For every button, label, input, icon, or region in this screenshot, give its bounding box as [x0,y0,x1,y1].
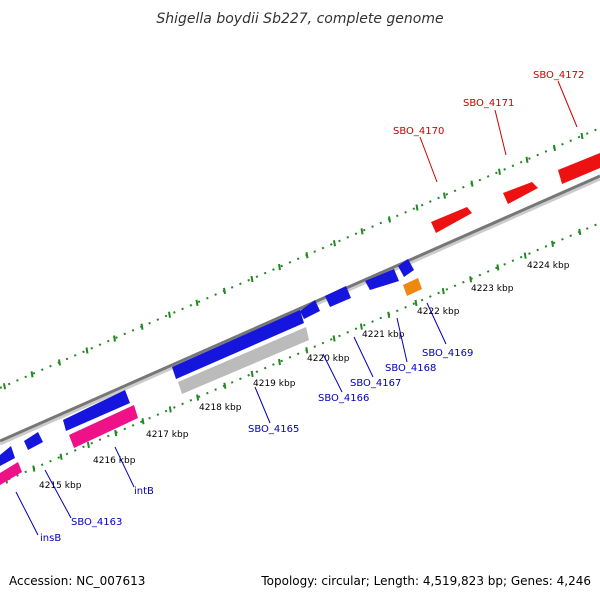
gene-sbo-4167[interactable] [325,286,351,307]
forward-major-tick-4 [113,335,116,342]
label-intb[interactable]: intB [134,486,154,497]
gene-sbo-4163-upper[interactable] [24,432,43,450]
reverse-major-tick-8 [223,382,227,389]
reverse-major-tick-14 [387,311,391,318]
label-insb[interactable]: insB [40,533,61,544]
forward-major-tick-0 [3,383,6,390]
forward-major-tick-17 [470,180,474,187]
reverse-major-tick-9 [250,370,254,378]
label-sbo-4171[interactable]: SBO_4171 [463,98,514,109]
genome-summary-text: Topology: circular; Length: 4,519,823 bp… [260,574,591,588]
forward-major-tick-11 [305,252,309,259]
forward-major-tick-5 [140,323,144,330]
map-title: Shigella boydii Sb227, complete genome [156,11,443,27]
forward-major-tick-19 [525,156,529,164]
backbone-line [0,174,600,443]
forward-major-tick-7 [195,299,199,307]
forward-major-ticks [3,132,584,390]
tick-label-4216: 4216 kbp [93,456,136,466]
gene-sbo-4166[interactable] [300,300,320,319]
label-sbo-4167[interactable]: SBO_4167 [350,378,401,389]
gene-sbo-4171[interactable] [503,182,538,204]
label-sbo-4170[interactable]: SBO_4170 [393,126,444,137]
label-sbo-4168[interactable]: SBO_4168 [385,363,436,374]
gene-insb-pink[interactable] [0,462,22,485]
tick-label-4215: 4215 kbp [39,481,82,491]
tick-label-4222: 4222 kbp [417,307,460,317]
forward-major-tick-16 [443,192,446,199]
gene-sbo-4169-blue[interactable] [398,259,414,277]
tick-label-4217: 4217 kbp [146,430,189,440]
reverse-major-tick-10 [278,358,281,366]
reverse-major-tick-7 [196,394,200,401]
forward-major-tick-20 [553,144,556,152]
tick-label-4221: 4221 kbp [362,330,405,340]
forward-major-tick-12 [333,240,336,247]
label-sbo-4165[interactable]: SBO_4165 [248,424,299,435]
reverse-dotted-ring [0,222,600,484]
reverse-major-tick-19 [523,252,527,259]
reverse-major-tick-2 [59,453,63,460]
tick-label-4218: 4218 kbp [199,403,242,413]
forward-dotted-ring [0,127,600,389]
forward-major-tick-10 [278,263,281,271]
reverse-major-tick-3 [86,441,90,449]
label-sbo-4172[interactable]: SBO_4172 [533,70,584,81]
reverse-major-tick-4 [114,429,118,437]
gene-sbo-4165[interactable] [172,310,304,379]
label-sbo-4169[interactable]: SBO_4169 [422,348,473,359]
kbp-labels: 4215 kbp 4216 kbp 4217 kbp 4218 kbp 4219… [39,261,570,491]
gene-sbo-4163[interactable] [63,390,130,431]
gene-sbo-4172[interactable] [558,153,600,184]
forward-major-tick-6 [168,311,171,318]
reverse-genes [0,259,422,485]
reverse-major-tick-1 [32,465,36,472]
tick-label-4220: 4220 kbp [307,354,350,364]
callout-lines [15,80,578,536]
forward-major-tick-14 [388,216,391,223]
forward-major-tick-9 [250,275,254,283]
forward-genes [431,153,600,233]
reverse-major-tick-16 [441,287,445,295]
gene-pseudo[interactable] [178,327,309,394]
label-sbo-4166[interactable]: SBO_4166 [318,393,369,404]
forward-major-tick-3 [85,347,89,354]
gene-sbo-4168[interactable] [365,269,399,290]
forward-major-tick-8 [223,287,226,295]
gene-insb[interactable] [0,446,15,466]
forward-major-tick-13 [360,228,364,235]
forward-major-tick-21 [580,132,584,140]
accession-text: Accession: NC_007613 [9,574,145,588]
gene-intb[interactable] [69,405,138,448]
forward-major-tick-1 [30,371,34,378]
tick-label-4224: 4224 kbp [527,261,570,271]
reverse-major-tick-13 [359,323,363,330]
tick-label-4219: 4219 kbp [253,379,296,389]
forward-major-tick-2 [58,359,61,366]
tick-label-4223: 4223 kbp [471,284,514,294]
forward-major-tick-18 [498,168,501,175]
reverse-major-ticks [5,228,582,484]
gene-labels: SBO_4170 SBO_4171 SBO_4172 insB SBO_4163… [40,70,584,544]
gene-sbo-4169[interactable] [403,278,422,296]
reverse-major-tick-12 [332,335,336,342]
forward-major-tick-15 [415,204,419,211]
reverse-major-tick-6 [168,406,172,413]
gene-sbo-4170[interactable] [431,207,472,233]
reverse-major-tick-18 [496,264,500,271]
reverse-major-tick-20 [551,240,554,247]
reverse-major-tick-17 [469,276,473,283]
reverse-major-tick-5 [141,418,145,425]
reverse-major-tick-21 [578,228,582,236]
reverse-major-tick-15 [414,299,418,307]
reverse-major-tick-11 [305,347,309,354]
label-sbo-4163[interactable]: SBO_4163 [71,517,122,528]
